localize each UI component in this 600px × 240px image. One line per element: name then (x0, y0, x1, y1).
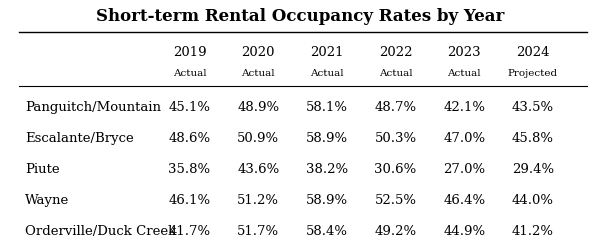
Text: 2022: 2022 (379, 46, 412, 59)
Text: 35.8%: 35.8% (169, 163, 211, 176)
Text: Actual: Actual (379, 69, 412, 78)
Text: 50.9%: 50.9% (237, 132, 279, 145)
Text: 46.4%: 46.4% (443, 194, 485, 207)
Text: 44.9%: 44.9% (443, 226, 485, 239)
Text: 58.1%: 58.1% (306, 102, 348, 114)
Text: 2020: 2020 (241, 46, 275, 59)
Text: 2023: 2023 (448, 46, 481, 59)
Text: Projected: Projected (508, 69, 558, 78)
Text: 47.0%: 47.0% (443, 132, 485, 145)
Text: 52.5%: 52.5% (374, 194, 416, 207)
Text: 45.1%: 45.1% (169, 102, 211, 114)
Text: Actual: Actual (448, 69, 481, 78)
Text: 44.0%: 44.0% (512, 194, 554, 207)
Text: 48.6%: 48.6% (169, 132, 211, 145)
Text: 48.9%: 48.9% (237, 102, 279, 114)
Text: Actual: Actual (310, 69, 344, 78)
Text: 50.3%: 50.3% (374, 132, 416, 145)
Text: 49.2%: 49.2% (374, 226, 416, 239)
Text: Piute: Piute (25, 163, 60, 176)
Text: 2024: 2024 (516, 46, 550, 59)
Text: 43.5%: 43.5% (512, 102, 554, 114)
Text: 41.2%: 41.2% (512, 226, 554, 239)
Text: Actual: Actual (173, 69, 206, 78)
Text: 41.7%: 41.7% (169, 226, 211, 239)
Text: 29.4%: 29.4% (512, 163, 554, 176)
Text: 51.7%: 51.7% (237, 226, 279, 239)
Text: 51.2%: 51.2% (237, 194, 279, 207)
Text: 45.8%: 45.8% (512, 132, 554, 145)
Text: Actual: Actual (241, 69, 275, 78)
Text: Panguitch/Mountain: Panguitch/Mountain (25, 102, 161, 114)
Text: 43.6%: 43.6% (237, 163, 280, 176)
Text: 30.6%: 30.6% (374, 163, 416, 176)
Text: 58.9%: 58.9% (306, 132, 348, 145)
Text: Escalante/Bryce: Escalante/Bryce (25, 132, 134, 145)
Text: 38.2%: 38.2% (306, 163, 348, 176)
Text: 27.0%: 27.0% (443, 163, 485, 176)
Text: Orderville/Duck Creek: Orderville/Duck Creek (25, 226, 176, 239)
Text: 2019: 2019 (173, 46, 206, 59)
Text: Wayne: Wayne (25, 194, 70, 207)
Text: 58.9%: 58.9% (306, 194, 348, 207)
Text: 2021: 2021 (310, 46, 344, 59)
Text: 58.4%: 58.4% (306, 226, 348, 239)
Text: 42.1%: 42.1% (443, 102, 485, 114)
Text: Short-term Rental Occupancy Rates by Year: Short-term Rental Occupancy Rates by Yea… (96, 8, 504, 25)
Text: 46.1%: 46.1% (169, 194, 211, 207)
Text: 48.7%: 48.7% (374, 102, 416, 114)
